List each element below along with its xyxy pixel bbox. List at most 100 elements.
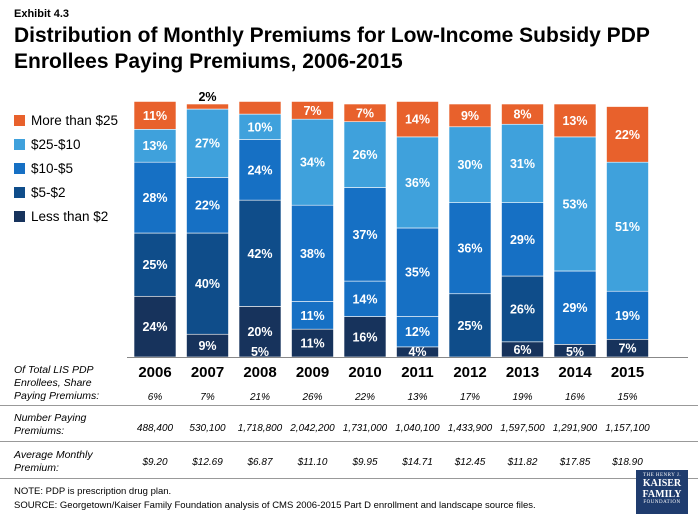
bar-segment xyxy=(186,177,229,234)
legend-label: $5-$2 xyxy=(31,184,66,200)
data-label: 10% xyxy=(247,120,272,134)
data-label: 53% xyxy=(562,197,587,211)
bar-segment xyxy=(238,199,282,307)
table-cell: $12.45 xyxy=(454,457,486,468)
data-label: 29% xyxy=(510,233,535,247)
bar-segment xyxy=(448,126,492,203)
legend-item: More than $25 xyxy=(14,108,118,132)
table-cell: $11.82 xyxy=(507,457,538,468)
data-label: 13% xyxy=(562,114,587,128)
legend-swatch xyxy=(14,138,25,150)
table-cell: 17% xyxy=(459,392,480,403)
note-text: NOTE: PDP is prescription drug plan. xyxy=(14,486,172,497)
logo-line2: KAISER xyxy=(642,478,682,489)
x-tick-label: 2010 xyxy=(348,364,381,381)
data-label: 6% xyxy=(513,343,531,357)
legend-item: $10-$5 xyxy=(14,156,118,180)
x-tick-label: 2015 xyxy=(611,364,644,381)
logo-line1: THE HENRY J. xyxy=(642,473,682,478)
data-label: 14% xyxy=(352,292,377,306)
bar-segment xyxy=(291,328,334,358)
table-cell: $6.87 xyxy=(247,457,273,468)
data-label: 40% xyxy=(195,277,220,291)
bar-segment xyxy=(343,187,387,282)
data-label: 5% xyxy=(251,345,269,359)
bar-segment xyxy=(133,101,177,130)
data-label: 29% xyxy=(562,301,587,315)
data-label: 20% xyxy=(247,325,272,339)
data-label: 16% xyxy=(352,330,377,344)
bar-segment xyxy=(606,106,649,163)
exhibit-label: Exhibit 4.3 xyxy=(14,8,70,20)
bar-segment xyxy=(553,103,597,138)
bar-segment xyxy=(606,290,649,340)
table-cell: 530,100 xyxy=(189,423,226,434)
data-label: 34% xyxy=(300,156,325,170)
bar-segment xyxy=(396,316,439,348)
legend-swatch xyxy=(14,114,25,126)
bar-segment xyxy=(186,103,229,110)
bar-segment xyxy=(186,108,229,178)
bar-segment xyxy=(553,270,597,345)
data-label: 7% xyxy=(356,106,374,120)
bar-segment xyxy=(133,295,177,358)
data-label: 14% xyxy=(405,113,430,127)
table-row-label-line: Premium: xyxy=(14,462,59,474)
bar-segment xyxy=(343,316,387,358)
table-cell: 1,433,900 xyxy=(447,423,493,434)
data-label: 7% xyxy=(618,342,636,356)
bar-segment xyxy=(501,123,544,203)
bar-segment xyxy=(238,306,282,358)
data-label: 36% xyxy=(457,242,482,256)
legend-item: Less than $2 xyxy=(14,204,118,228)
logo-line4: FOUNDATION xyxy=(643,500,681,505)
bar-segment xyxy=(448,103,492,128)
table-row-label: Average Monthly Premium: xyxy=(14,449,93,475)
data-label: 11% xyxy=(143,109,167,123)
bar-segment xyxy=(396,101,439,138)
bar-segment xyxy=(291,101,334,120)
data-label: 38% xyxy=(300,247,325,261)
legend-label: Less than $2 xyxy=(31,208,109,224)
bar-segment xyxy=(396,136,439,229)
data-label: 42% xyxy=(247,247,272,261)
data-label: 26% xyxy=(352,148,377,162)
bar-segment xyxy=(238,101,282,115)
data-label: 11% xyxy=(300,309,324,323)
data-label: 24% xyxy=(142,320,167,334)
bar-segment xyxy=(291,118,334,206)
legend-item: $25-$10 xyxy=(14,132,118,156)
table-cell: $9.95 xyxy=(352,457,378,468)
bar-segment xyxy=(606,161,649,292)
x-tick-label: 2012 xyxy=(453,364,486,381)
data-label: 51% xyxy=(615,220,640,234)
table-cell: 16% xyxy=(564,392,585,403)
table-row-label-line: Average Monthly xyxy=(14,449,93,461)
legend-swatch xyxy=(14,210,25,222)
table-row-label-line: Enrollees, Share xyxy=(14,377,92,389)
kff-logo: THE HENRY J. KAISER FAMILY FOUNDATION xyxy=(636,470,688,514)
legend-label: More than $25 xyxy=(31,112,119,128)
stacked-bar-chart: 24% 25% 28% 13% 11% 2006 9% 40% 22% 27% 2% 2007 20% 4… xyxy=(127,90,688,381)
data-label: 22% xyxy=(195,199,220,213)
data-label: 24% xyxy=(247,163,272,177)
x-tick-label: 2008 xyxy=(243,364,276,381)
source-text: SOURCE: Georgetown/Kaiser Family Foundat… xyxy=(14,500,536,511)
legend-item: $5-$2 xyxy=(14,180,118,204)
data-label: 9% xyxy=(198,339,216,353)
bar-segment xyxy=(343,121,387,188)
bar-segment xyxy=(133,161,177,234)
legend: More than $25 $25-$10 $10-$5 $5-$2 Less than… xyxy=(14,108,118,228)
table-cell: $18.90 xyxy=(612,457,643,468)
data-label: 5% xyxy=(566,345,584,359)
data-label: 25% xyxy=(142,258,167,272)
table-cell: $17.85 xyxy=(559,457,591,468)
x-tick-label: 2011 xyxy=(401,364,434,381)
data-label: 26% xyxy=(510,302,535,316)
bar-segment xyxy=(448,202,492,295)
table-cell: 15% xyxy=(617,392,638,403)
bar-segment xyxy=(343,280,387,317)
data-label: 4% xyxy=(408,345,426,359)
table-cell: 1,731,000 xyxy=(342,423,388,434)
data-label: 11% xyxy=(300,337,324,351)
